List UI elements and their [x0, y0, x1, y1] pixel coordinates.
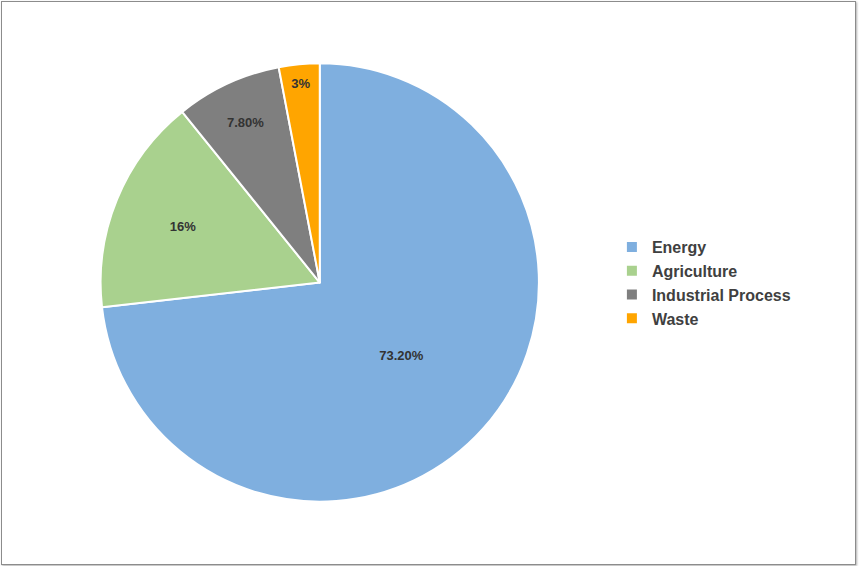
- svg-text:16%: 16%: [170, 219, 196, 234]
- svg-text:Waste: Waste: [652, 311, 699, 328]
- svg-text:Agriculture: Agriculture: [652, 263, 737, 280]
- svg-text:Energy: Energy: [652, 239, 706, 256]
- svg-text:Industrial Process: Industrial Process: [652, 287, 791, 304]
- svg-text:3%: 3%: [291, 76, 310, 91]
- svg-text:7.80%: 7.80%: [227, 115, 264, 130]
- svg-text:73.20%: 73.20%: [379, 348, 424, 363]
